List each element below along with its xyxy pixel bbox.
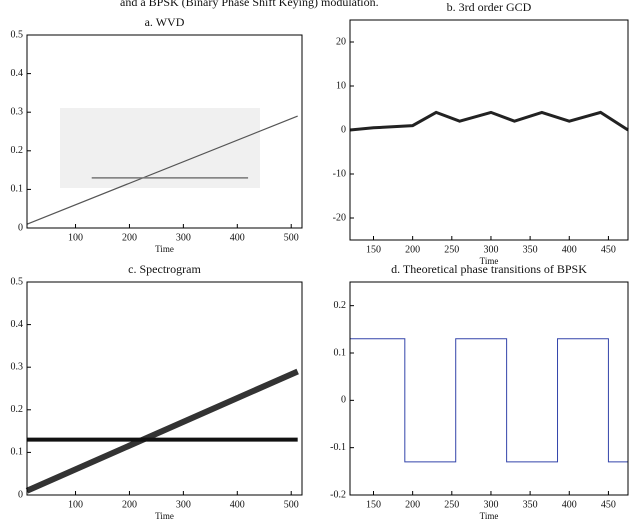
plot-frame xyxy=(349,19,629,241)
density-cloud xyxy=(60,108,260,188)
x-tick-label: 150 xyxy=(366,499,381,510)
y-tick-label: 0 xyxy=(341,124,346,135)
x-axis-label: Time xyxy=(480,256,499,266)
data-line xyxy=(26,115,298,225)
x-tick-label: 450 xyxy=(601,244,616,255)
x-tick-label: 400 xyxy=(230,499,245,510)
x-tick-label: 300 xyxy=(176,232,191,243)
x-axis-label: Time xyxy=(155,244,174,254)
y-tick-label: 0 xyxy=(18,222,23,233)
chart-title: a. WVD xyxy=(145,15,185,29)
x-tick-label: 200 xyxy=(405,499,420,510)
y-tick-label: 0.3 xyxy=(11,361,24,372)
x-tick-label: 350 xyxy=(523,499,538,510)
x-tick-label: 200 xyxy=(122,232,137,243)
x-tick-label: 350 xyxy=(523,244,538,255)
y-tick-label: -0.1 xyxy=(330,442,346,453)
x-tick-label: 100 xyxy=(68,499,83,510)
x-tick-label: 150 xyxy=(366,244,381,255)
y-tick-label: 0.1 xyxy=(334,347,347,358)
plot-frame xyxy=(26,34,303,229)
chart-title: b. 3rd order GCD xyxy=(447,0,532,14)
x-tick-label: 100 xyxy=(68,232,83,243)
caption-fragment: and a BPSK (Binary Phase Shift Keying) m… xyxy=(120,0,379,9)
x-tick-label: 200 xyxy=(405,244,420,255)
y-tick-label: 0.1 xyxy=(11,184,24,195)
data-line xyxy=(350,338,628,463)
x-tick-label: 500 xyxy=(284,232,299,243)
y-tick-label: 20 xyxy=(336,36,346,47)
y-tick-label: 0.5 xyxy=(11,276,24,287)
y-tick-label: 0 xyxy=(341,395,346,406)
x-tick-label: 300 xyxy=(176,499,191,510)
data-line xyxy=(349,110,629,132)
y-tick-label: 0.2 xyxy=(11,404,24,415)
x-tick-label: 500 xyxy=(284,499,299,510)
y-tick-label: 0.4 xyxy=(11,68,24,79)
x-tick-label: 300 xyxy=(483,499,498,510)
x-axis-label: Time xyxy=(480,511,499,521)
y-tick-label: -20 xyxy=(333,212,346,223)
plot-frame xyxy=(349,281,629,496)
y-tick-label: 0.3 xyxy=(11,106,24,117)
x-tick-label: 300 xyxy=(483,244,498,255)
y-tick-label: 0.5 xyxy=(11,29,24,40)
x-tick-label: 250 xyxy=(444,499,459,510)
x-tick-label: 200 xyxy=(122,499,137,510)
y-tick-label: 0.4 xyxy=(11,319,24,330)
y-tick-label: 0.1 xyxy=(11,447,24,458)
data-line xyxy=(25,368,299,494)
y-tick-label: 10 xyxy=(336,80,346,91)
y-tick-label: 0.2 xyxy=(334,300,347,311)
plot-frame xyxy=(26,281,303,496)
x-tick-label: 400 xyxy=(230,232,245,243)
x-tick-label: 250 xyxy=(444,244,459,255)
y-tick-label: -0.2 xyxy=(330,489,346,500)
y-tick-label: -10 xyxy=(333,168,346,179)
x-tick-label: 450 xyxy=(601,499,616,510)
x-tick-label: 400 xyxy=(562,499,577,510)
x-tick-label: 400 xyxy=(562,244,577,255)
y-tick-label: 0.2 xyxy=(11,145,24,156)
chart-title: d. Theoretical phase transitions of BPSK xyxy=(391,262,587,276)
chart-title: c. Spectrogram xyxy=(128,262,201,276)
x-axis-label: Time xyxy=(155,511,174,521)
y-tick-label: 0 xyxy=(18,489,23,500)
